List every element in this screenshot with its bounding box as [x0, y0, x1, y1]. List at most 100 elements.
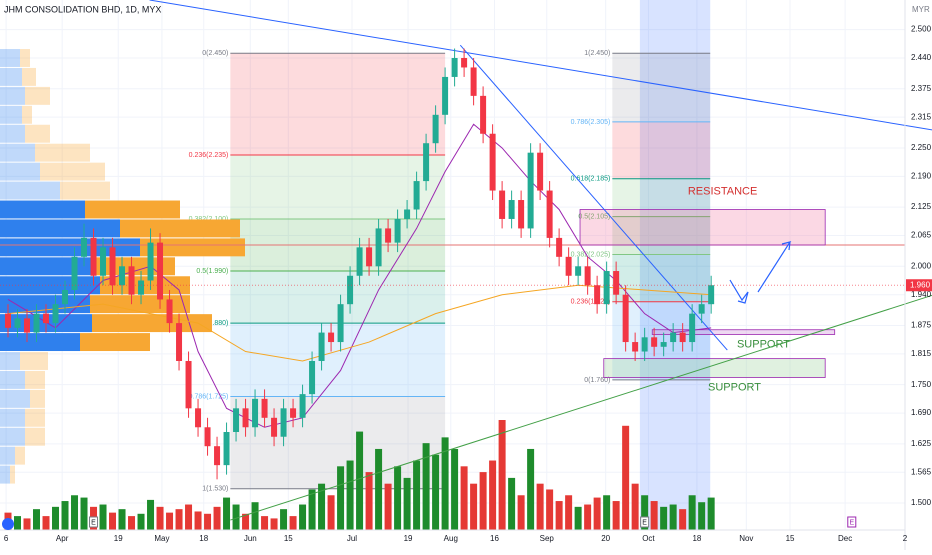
y-tick-label: 1.940	[911, 290, 932, 299]
candle-body	[594, 285, 601, 305]
candle-body	[689, 313, 696, 343]
fib-zone	[230, 53, 446, 156]
candle-body	[43, 313, 50, 324]
candle-body	[670, 332, 677, 343]
profile-sell	[40, 162, 105, 181]
profile-buy	[0, 67, 22, 86]
candle-body	[242, 408, 249, 428]
volume-bar	[584, 504, 592, 530]
zone-label: SUPPORT	[737, 338, 790, 350]
fib-label: 1(2.450)	[584, 50, 610, 57]
candle-body	[271, 417, 278, 437]
volume-bar	[403, 477, 411, 530]
y-tick-label: 2.065	[911, 231, 932, 240]
candle-body	[356, 247, 363, 276]
candle-body	[233, 408, 240, 433]
profile-buy	[0, 389, 30, 408]
candle-body	[166, 299, 173, 324]
volume-bar	[242, 513, 250, 530]
event-label: E	[91, 519, 96, 526]
candle-body	[385, 228, 392, 243]
event-marker	[89, 516, 99, 528]
volume-bar	[23, 518, 31, 530]
candle-body	[347, 275, 354, 305]
volume-bar	[109, 512, 117, 530]
x-tick-label: 15	[786, 534, 795, 543]
volume-bar	[251, 502, 259, 530]
profile-buy	[0, 219, 120, 238]
volume-bar	[555, 501, 563, 530]
volume-bar	[365, 472, 373, 530]
y-tick-label: 2.500	[911, 25, 932, 34]
trendline	[149, 0, 932, 131]
candle-body	[375, 228, 382, 267]
volume-bar	[71, 495, 79, 530]
volume-bar	[460, 466, 468, 530]
profile-sell	[90, 295, 190, 314]
y-tick-label: 1.625	[911, 439, 932, 448]
candle-body	[404, 209, 411, 219]
profile-sell	[30, 389, 45, 408]
plot: 0(2.450) 0.236(2.235) 0.382(2.100) 0.5(1.99…	[0, 0, 932, 530]
volume-bar	[517, 495, 525, 530]
volume-bar	[52, 506, 60, 530]
candle-body	[185, 360, 192, 409]
y-tick-label: 2.250	[911, 143, 932, 152]
volume-bar	[232, 504, 240, 530]
y-tick-label: 2.125	[911, 202, 932, 211]
y-tick-label: 2.000	[911, 261, 932, 270]
candle-body	[423, 143, 430, 182]
profile-buy	[0, 427, 25, 446]
volume-bar	[204, 513, 212, 530]
candle-body	[195, 408, 202, 428]
volume-bar	[318, 483, 326, 530]
candle-body	[641, 337, 648, 352]
profile-buy	[0, 465, 10, 484]
event-label: E	[849, 519, 854, 526]
candle-body	[119, 266, 126, 286]
volume-bar	[650, 501, 658, 530]
fib-label: 1(1.530)	[202, 486, 228, 493]
fib-label: 0.236(2.235)	[189, 152, 229, 159]
fib-label: 0.786(1.725)	[189, 393, 229, 400]
candle-body	[575, 266, 582, 276]
volume-bar	[80, 497, 88, 530]
y-tick-label: 1.690	[911, 408, 932, 417]
profile-buy	[0, 408, 25, 427]
trendline	[459, 44, 728, 351]
candle-body	[52, 304, 59, 324]
chart-title: JHM CONSOLIDATION BHD, 1D, MYX	[4, 4, 161, 14]
x-tick-label: 6	[4, 534, 9, 543]
volume-bar	[337, 466, 345, 530]
candle-body	[100, 247, 107, 276]
profile-sell	[22, 67, 36, 86]
candle-body	[613, 271, 620, 295]
y-tick-label: 1.500	[911, 498, 932, 507]
profile-buy	[0, 257, 95, 276]
volume-bar	[679, 509, 687, 530]
volume-bar	[156, 506, 164, 530]
candle-body	[451, 57, 458, 77]
volume-bar	[394, 466, 402, 530]
y-tick-label: 1.750	[911, 380, 932, 389]
x-tick-label: 15	[284, 534, 293, 543]
volume-bar	[470, 483, 478, 530]
last-price-label: 1.960	[910, 280, 931, 289]
candle-body	[632, 342, 639, 352]
candle-body	[584, 266, 591, 286]
event-marker	[640, 516, 650, 528]
candle-body	[660, 342, 667, 347]
candle-body	[280, 408, 287, 437]
volume-bar	[137, 513, 145, 530]
profile-buy	[0, 370, 25, 389]
volume-bar	[299, 504, 307, 530]
volume-bar	[185, 504, 193, 530]
y-tick-label: 1.565	[911, 467, 932, 476]
candle-body	[147, 242, 154, 281]
volume-bar	[384, 483, 392, 530]
moving-average	[7, 123, 712, 428]
last-price-box	[906, 279, 932, 292]
fib-label: 0.382(2.100)	[189, 216, 229, 223]
profile-sell	[85, 200, 180, 219]
candle-body	[499, 190, 506, 219]
